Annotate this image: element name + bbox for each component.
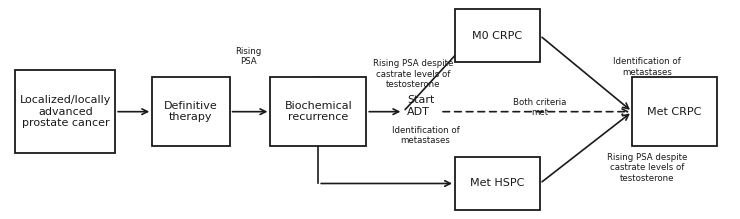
Text: Rising PSA despite
castrate levels of
testosterone: Rising PSA despite castrate levels of te… [607, 153, 687, 183]
Text: Rising
PSA: Rising PSA [235, 47, 261, 66]
Text: M0 CRPC: M0 CRPC [472, 30, 522, 41]
Text: Met HSPC: Met HSPC [470, 178, 525, 189]
Text: Localized/locally
advanced
prostate cancer: Localized/locally advanced prostate canc… [20, 95, 111, 128]
Text: Start
ADT: Start ADT [407, 95, 434, 117]
Text: Definitive
therapy: Definitive therapy [164, 101, 218, 122]
FancyBboxPatch shape [152, 77, 229, 147]
FancyBboxPatch shape [270, 77, 366, 147]
Text: Identification of
metastases: Identification of metastases [391, 126, 460, 145]
Text: Met CRPC: Met CRPC [648, 107, 702, 117]
FancyBboxPatch shape [632, 77, 717, 147]
FancyBboxPatch shape [455, 157, 540, 210]
Text: Biochemical
recurrence: Biochemical recurrence [284, 101, 352, 122]
FancyBboxPatch shape [455, 9, 540, 62]
Text: Rising PSA despite
castrate levels of
testosterone: Rising PSA despite castrate levels of te… [373, 59, 453, 89]
FancyBboxPatch shape [16, 70, 115, 153]
Text: Identification of
metastases: Identification of metastases [613, 57, 681, 77]
Text: Both criteria
met: Both criteria met [514, 98, 567, 117]
